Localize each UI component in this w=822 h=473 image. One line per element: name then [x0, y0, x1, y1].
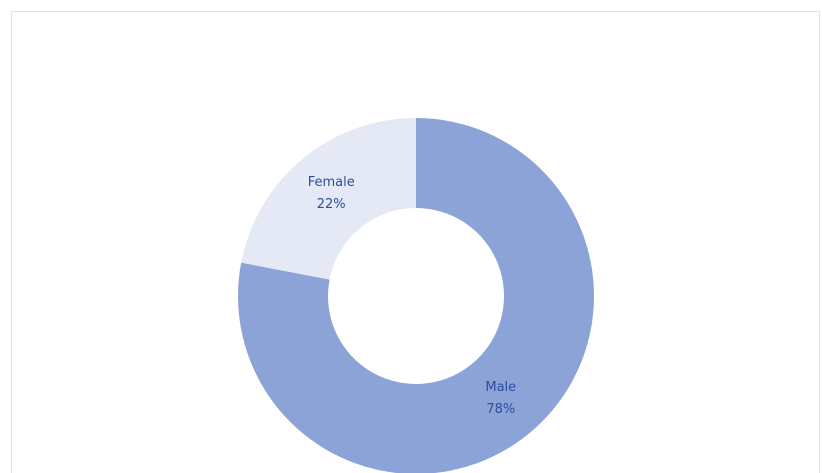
- slice: [241, 118, 416, 280]
- slice-category-label: Male: [485, 380, 516, 395]
- labels: Male 78% Female 22%: [308, 175, 516, 417]
- slice-category-label: Female: [308, 175, 355, 190]
- slices: [238, 118, 594, 473]
- slice-value-label: 78%: [486, 402, 515, 417]
- slice-value-label: 22%: [317, 197, 346, 212]
- slice: [238, 118, 594, 473]
